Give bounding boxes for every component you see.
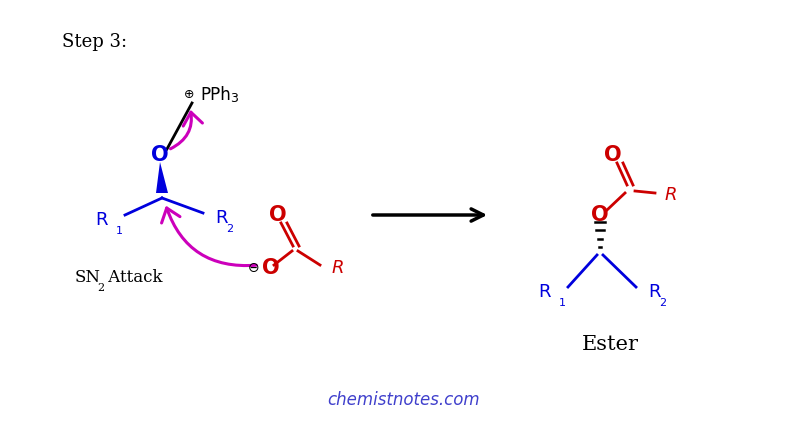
Text: O: O <box>262 258 280 278</box>
FancyArrowPatch shape <box>171 112 202 149</box>
Text: O: O <box>591 205 609 225</box>
Text: 2: 2 <box>226 224 233 234</box>
Text: R: R <box>648 283 660 301</box>
Polygon shape <box>156 162 168 193</box>
Text: O: O <box>604 145 622 165</box>
Text: 3: 3 <box>230 92 238 105</box>
Text: Step 3:: Step 3: <box>62 33 127 51</box>
Text: SN: SN <box>75 270 101 286</box>
Text: R: R <box>332 259 345 277</box>
Text: PPh: PPh <box>200 86 231 104</box>
Text: Ester: Ester <box>582 336 638 355</box>
Text: 1: 1 <box>116 226 123 236</box>
Text: Attack: Attack <box>103 270 163 286</box>
Text: 2: 2 <box>659 298 666 308</box>
Text: R: R <box>215 209 227 227</box>
Text: R: R <box>539 283 551 301</box>
Text: ⊕: ⊕ <box>184 89 194 102</box>
Text: chemistnotes.com: chemistnotes.com <box>328 391 481 409</box>
Text: R: R <box>95 211 108 229</box>
Text: O: O <box>269 205 287 225</box>
Text: R: R <box>665 186 677 204</box>
Text: O: O <box>151 145 169 165</box>
Text: 1: 1 <box>559 298 566 308</box>
Text: ⊖: ⊖ <box>248 261 259 275</box>
Text: 2: 2 <box>97 283 104 293</box>
FancyArrowPatch shape <box>162 208 256 266</box>
